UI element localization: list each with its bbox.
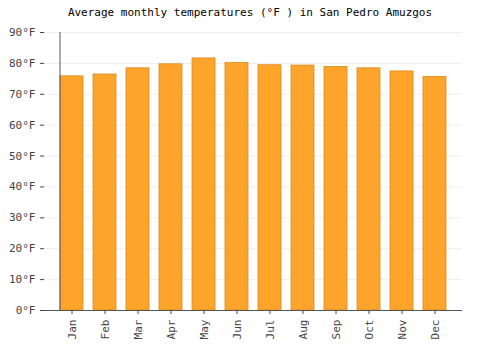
svg-text:Sep: Sep bbox=[330, 320, 343, 340]
svg-text:0°F: 0°F bbox=[16, 304, 36, 317]
svg-text:Dec: Dec bbox=[429, 320, 442, 340]
svg-text:Oct: Oct bbox=[363, 320, 376, 340]
svg-text:50°F: 50°F bbox=[9, 150, 36, 163]
svg-text:Jan: Jan bbox=[66, 320, 79, 340]
svg-text:60°F: 60°F bbox=[9, 119, 36, 132]
svg-text:Nov: Nov bbox=[396, 319, 409, 339]
svg-text:90°F: 90°F bbox=[9, 26, 36, 39]
svg-text:20°F: 20°F bbox=[9, 242, 36, 255]
svg-text:30°F: 30°F bbox=[9, 211, 36, 224]
svg-text:Aug: Aug bbox=[297, 320, 310, 340]
svg-text:Apr: Apr bbox=[165, 319, 178, 339]
svg-text:Jun: Jun bbox=[231, 320, 244, 340]
svg-text:80°F: 80°F bbox=[9, 57, 36, 70]
html-text:Average monthly temperatures (: Average monthly temperatures (°F ) in Sa… bbox=[67, 6, 433, 19]
svg-text:40°F: 40°F bbox=[9, 180, 36, 193]
svg-text:10°F: 10°F bbox=[9, 273, 36, 286]
svg-text:Mar: Mar bbox=[132, 319, 145, 339]
svg-text:Feb: Feb bbox=[99, 320, 112, 340]
svg-text:70°F: 70°F bbox=[9, 88, 36, 101]
svg-text:May: May bbox=[198, 319, 211, 339]
svg-text:Jul: Jul bbox=[264, 320, 277, 340]
